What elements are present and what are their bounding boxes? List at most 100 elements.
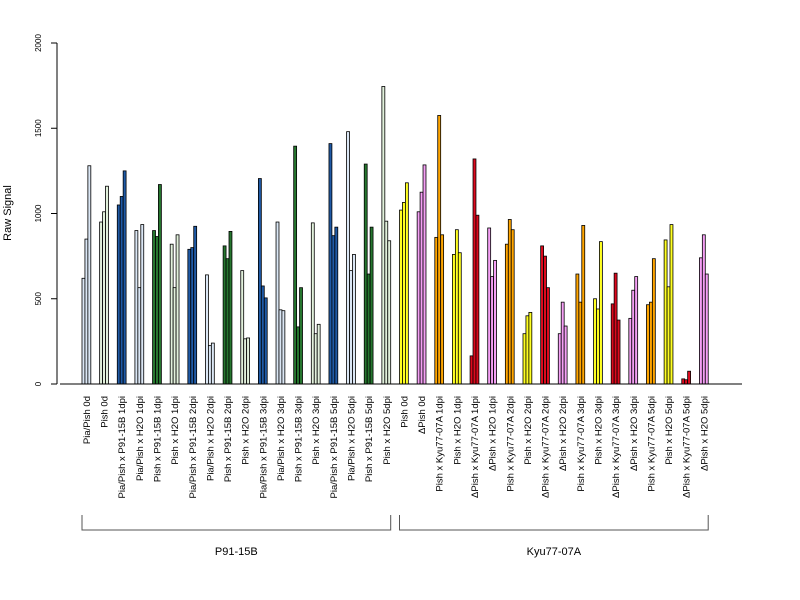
group-brackets: P91-15B Kyu77-07A (81, 515, 709, 558)
bar (528, 311, 533, 385)
y-tick-label: 500 (34, 292, 43, 306)
group-bracket (81, 515, 392, 531)
bar (452, 254, 456, 385)
bar (504, 243, 509, 385)
category-label: Pish x H2O 5dpi (664, 396, 675, 465)
bar (119, 196, 124, 385)
bar (557, 333, 562, 385)
bar (687, 370, 691, 385)
bar (610, 303, 615, 385)
bar (208, 345, 212, 385)
category-label: Pish x P91-15B 1dpi (152, 396, 163, 482)
category-label: ΔPish 0d (417, 396, 428, 434)
bar (172, 287, 177, 385)
bar (228, 230, 233, 385)
category-label: Pia/Pish x P91-15B 1dpi (117, 396, 128, 498)
bar (666, 286, 671, 385)
category-label: ΔPish x H2O 5dpi (699, 396, 710, 471)
category-label: ΔPish x H2O 3dpi (629, 396, 640, 471)
bar (490, 276, 495, 385)
group-bracket (399, 515, 709, 531)
bar (704, 273, 709, 385)
bar (699, 257, 703, 385)
bar (437, 115, 442, 385)
bar (543, 255, 547, 385)
category-labels: Pia/Pish 0d Pish 0d Pia/Pish x P91-15B 1dp… (82, 396, 710, 498)
bar (352, 254, 356, 385)
bar (599, 241, 603, 385)
category-label: Pia/Pish x H2O 5dpi (347, 396, 358, 481)
bar (102, 211, 106, 385)
bar (384, 220, 389, 385)
bar (155, 236, 159, 385)
bar (634, 276, 639, 385)
bar (616, 319, 621, 385)
category-label: ΔPish x Kyu77-07A 3dpi (611, 396, 622, 498)
category-label: Pia/Pish x H2O 1dpi (135, 396, 146, 481)
bar (651, 258, 656, 385)
bar (681, 378, 686, 385)
category-label: Pish x Kyu77-07A 5dpi (646, 396, 657, 492)
bar (402, 202, 406, 385)
bar (578, 301, 583, 385)
bar (152, 230, 156, 385)
bar (313, 333, 318, 385)
group-label: P91-15B (215, 546, 258, 558)
bar (366, 273, 371, 385)
bar (684, 379, 689, 385)
bar (116, 204, 121, 385)
bar (346, 131, 350, 385)
y-axis: 0 500 1000 1500 2000 (34, 34, 58, 386)
category-label: ΔPish x Kyu77-07A 5dpi (682, 396, 693, 498)
bar (169, 243, 174, 385)
bar (381, 86, 386, 385)
bar (575, 273, 580, 385)
bar (299, 287, 303, 385)
category-label: Pia/Pish x P91-15B 3dpi (258, 396, 269, 498)
category-label: Pish x H2O 3dpi (311, 396, 322, 465)
bar (613, 272, 618, 385)
bar (310, 222, 315, 385)
category-label: ΔPish x Kyu77-07A 2dpi (541, 396, 552, 498)
category-label: Pish x H2O 2dpi (241, 396, 252, 465)
bar (263, 297, 268, 385)
bar (434, 236, 439, 385)
y-tick-label: 1500 (34, 119, 43, 137)
category-label: Pish 0d (399, 396, 410, 428)
bar (278, 309, 283, 385)
bar (243, 338, 248, 385)
bar (205, 274, 209, 385)
bar (487, 227, 492, 385)
bar (187, 248, 192, 385)
category-label: Pish x H2O 2dpi (523, 396, 534, 465)
category-label: Pia/Pish x H2O 3dpi (276, 396, 287, 481)
bar (87, 165, 92, 385)
bar (331, 235, 336, 385)
bar (525, 315, 530, 385)
bar (99, 221, 103, 385)
bar (416, 211, 421, 385)
category-label: Pish x H2O 3dpi (593, 396, 604, 465)
bar (296, 326, 300, 385)
bar (510, 229, 515, 385)
category-label: ΔPish x H2O 1dpi (488, 396, 499, 471)
bar (522, 333, 527, 385)
bar (469, 355, 474, 385)
category-label: ΔPish x H2O 2dpi (558, 396, 569, 471)
bar (701, 234, 706, 385)
category-label: Pia/Pish x H2O 2dpi (205, 396, 216, 481)
bar (540, 245, 544, 385)
bar (422, 164, 427, 385)
bar (596, 308, 600, 385)
bar (222, 245, 227, 385)
bar (122, 170, 127, 385)
bar (560, 301, 565, 385)
y-tick-label: 1000 (34, 204, 43, 222)
bar (246, 337, 250, 385)
category-label: Pish x Kyu77-07A 2dpi (505, 396, 516, 492)
bar (193, 225, 198, 385)
bar (257, 178, 262, 385)
bar (631, 289, 636, 385)
y-tick-label: 2000 (34, 34, 43, 52)
